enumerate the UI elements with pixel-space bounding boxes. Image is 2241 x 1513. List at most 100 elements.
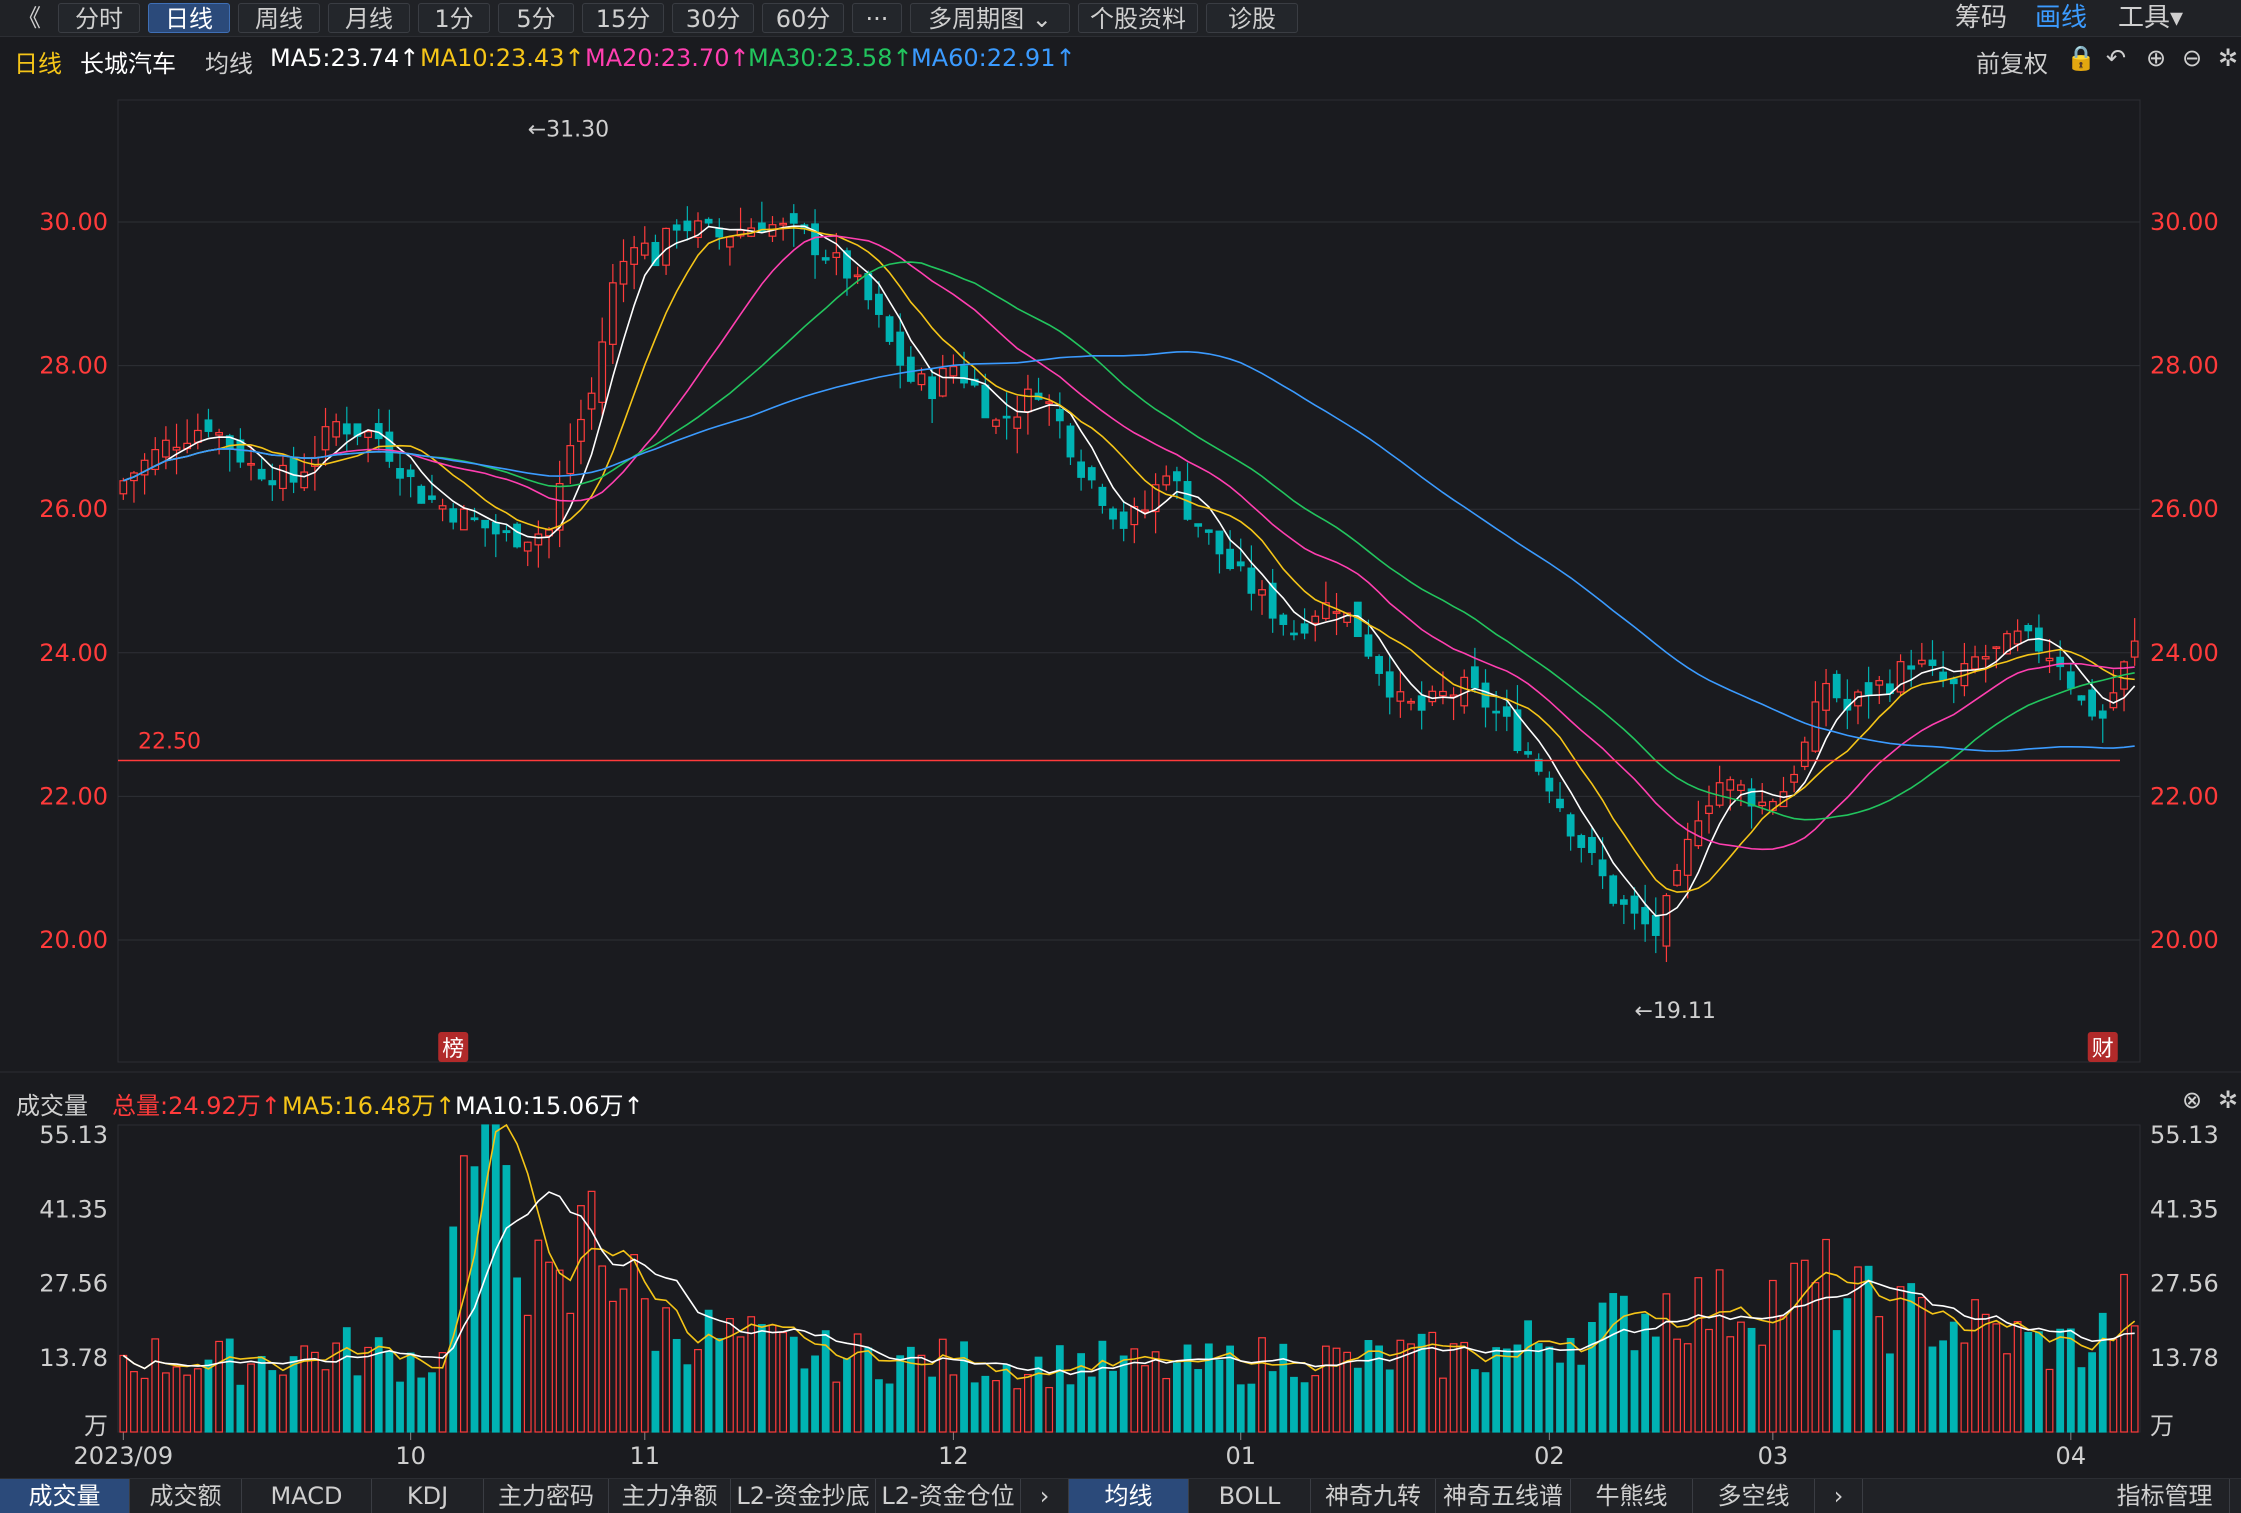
volume-bar: [1715, 1269, 1724, 1433]
candle-body: [279, 464, 287, 490]
indicator-tab-5[interactable]: 主力净额: [609, 1479, 731, 1513]
volume-plot-frame: [117, 1124, 2141, 1433]
volume-bar: [257, 1356, 266, 1433]
period-tab-7[interactable]: 15分: [582, 3, 664, 33]
candle-body: [428, 495, 436, 500]
volume-bar: [438, 1352, 447, 1433]
zoom-in-icon[interactable]: ⊕: [2146, 44, 2167, 72]
period-tab-3[interactable]: 周线: [238, 3, 320, 33]
volume-bar: [2120, 1273, 2128, 1433]
indicator-tab-13[interactable]: 牛熊线: [1571, 1479, 1693, 1513]
indicator-tab-6[interactable]: L2-资金抄底: [731, 1479, 876, 1513]
period-tab-4[interactable]: 月线: [328, 3, 410, 33]
volume-bar: [1907, 1283, 1916, 1433]
volume-bar: [960, 1341, 968, 1433]
volume-bar: [449, 1226, 458, 1433]
candle-body: [1087, 467, 1096, 481]
period-tab-11[interactable]: 多周期图 ⌄: [910, 3, 1070, 33]
volume-settings-icon[interactable]: ✲: [2218, 1086, 2239, 1114]
volume-bar: [1066, 1384, 1075, 1433]
period-tab-2[interactable]: 日线: [148, 3, 230, 33]
zoom-out-icon[interactable]: ⊖: [2182, 44, 2203, 72]
candle-body: [1715, 782, 1724, 806]
indicator-tab-9[interactable]: 均线: [1069, 1479, 1189, 1513]
indicator-tab-10[interactable]: BOLL: [1189, 1479, 1311, 1513]
volume-bar: [1811, 1282, 1820, 1433]
volume-bar: [1662, 1293, 1671, 1433]
volume-bar: [1279, 1343, 1288, 1433]
volume-bar: [1258, 1337, 1266, 1433]
candle-body: [1045, 401, 1054, 404]
volume-bar: [683, 1364, 692, 1433]
volume-bar: [247, 1363, 255, 1433]
period-tab-8[interactable]: 30分: [672, 3, 754, 33]
candle-body: [1077, 461, 1086, 478]
candle-body: [1162, 475, 1171, 486]
adjust-button[interactable]: 前复权: [1976, 50, 2048, 78]
candle-body: [683, 220, 692, 232]
period-tab-13[interactable]: 诊股: [1206, 3, 1298, 33]
indicator-tab-8[interactable]: ›: [1021, 1479, 1069, 1513]
candle-body: [481, 519, 490, 529]
volume-bar: [183, 1374, 192, 1433]
period-tab-1[interactable]: 分时: [58, 3, 140, 33]
indicator-tab-1[interactable]: 成交额: [130, 1479, 242, 1513]
volume-bar: [981, 1375, 990, 1433]
ma20-value: MA20:23.70↑: [585, 44, 750, 72]
period-tab-10[interactable]: ···: [852, 3, 902, 33]
indicator-tab-0[interactable]: 成交量: [0, 1479, 130, 1513]
volume-bar: [896, 1355, 905, 1433]
volume-bar: [970, 1382, 979, 1433]
volume-bar: [1917, 1296, 1926, 1433]
indicator-tab-7[interactable]: L2-资金仓位: [876, 1479, 1021, 1513]
period-tab-9[interactable]: 60分: [762, 3, 844, 33]
candle-body: [1332, 611, 1341, 614]
candle-body: [491, 521, 500, 535]
volume-close-icon[interactable]: ⊗: [2182, 1086, 2203, 1114]
indicator-tab-11[interactable]: 神奇九转: [1311, 1479, 1436, 1513]
volume-bar: [619, 1288, 628, 1433]
indicator-tab-4[interactable]: 主力密码: [484, 1479, 609, 1513]
indicator-tab-3[interactable]: KDJ: [372, 1479, 484, 1513]
volume-bar: [1183, 1344, 1192, 1433]
indicator-tab-15[interactable]: ›: [1815, 1479, 1863, 1513]
x-tick-label: 03: [1758, 1442, 1789, 1470]
top-chouma-button[interactable]: 筹码: [1955, 3, 2008, 33]
volume-bar: [1524, 1320, 1532, 1433]
period-label: 日线: [14, 50, 62, 78]
price-chart[interactable]: 30.00 30.00 28.00 28.00 26.00 26.00 24.00 24.00…: [0, 0, 2241, 1478]
volume-bar: [949, 1374, 958, 1433]
period-tab-0[interactable]: 《: [17, 4, 41, 32]
undo-icon[interactable]: ↶: [2106, 44, 2127, 72]
volume-bar: [1343, 1351, 1352, 1433]
volume-bar: [2088, 1352, 2097, 1433]
period-tab-12[interactable]: 个股资料: [1078, 3, 1198, 33]
indicator-tab-16[interactable]: 指标管理: [2100, 1479, 2230, 1513]
volume-bar: [1832, 1330, 1841, 1433]
volume-bar: [1864, 1265, 1873, 1433]
volume-bar: [1002, 1364, 1011, 1433]
volume-bar: [428, 1372, 436, 1433]
y-tick-right: 28.00: [2150, 352, 2219, 380]
settings-icon[interactable]: ✲: [2218, 44, 2239, 72]
top-tools-button[interactable]: 工具▾: [2118, 3, 2184, 33]
volume-bar: [566, 1312, 575, 1433]
vol-tick-left: 13.78: [39, 1344, 108, 1372]
candle-body: [1311, 615, 1320, 624]
candle-body: [1055, 408, 1064, 422]
volume-label[interactable]: 成交量: [16, 1092, 88, 1120]
stock-name[interactable]: 长城汽车: [80, 50, 176, 78]
volume-bar: [768, 1324, 777, 1433]
candle-body: [534, 533, 543, 546]
indicator-tab-2[interactable]: MACD: [242, 1479, 372, 1513]
top-huaxian-button[interactable]: 画线: [2035, 3, 2088, 33]
volume-bar: [651, 1350, 660, 1433]
candle-body: [204, 419, 213, 432]
period-tab-5[interactable]: 1分: [418, 3, 490, 33]
ma-label[interactable]: 均线: [205, 50, 253, 78]
lock-icon[interactable]: 🔒: [2066, 44, 2096, 72]
indicator-tab-12[interactable]: 神奇五线谱: [1436, 1479, 1571, 1513]
indicator-tab-14[interactable]: 多空线: [1693, 1479, 1815, 1513]
volume-bar: [938, 1338, 947, 1433]
period-tab-6[interactable]: 5分: [498, 3, 574, 33]
